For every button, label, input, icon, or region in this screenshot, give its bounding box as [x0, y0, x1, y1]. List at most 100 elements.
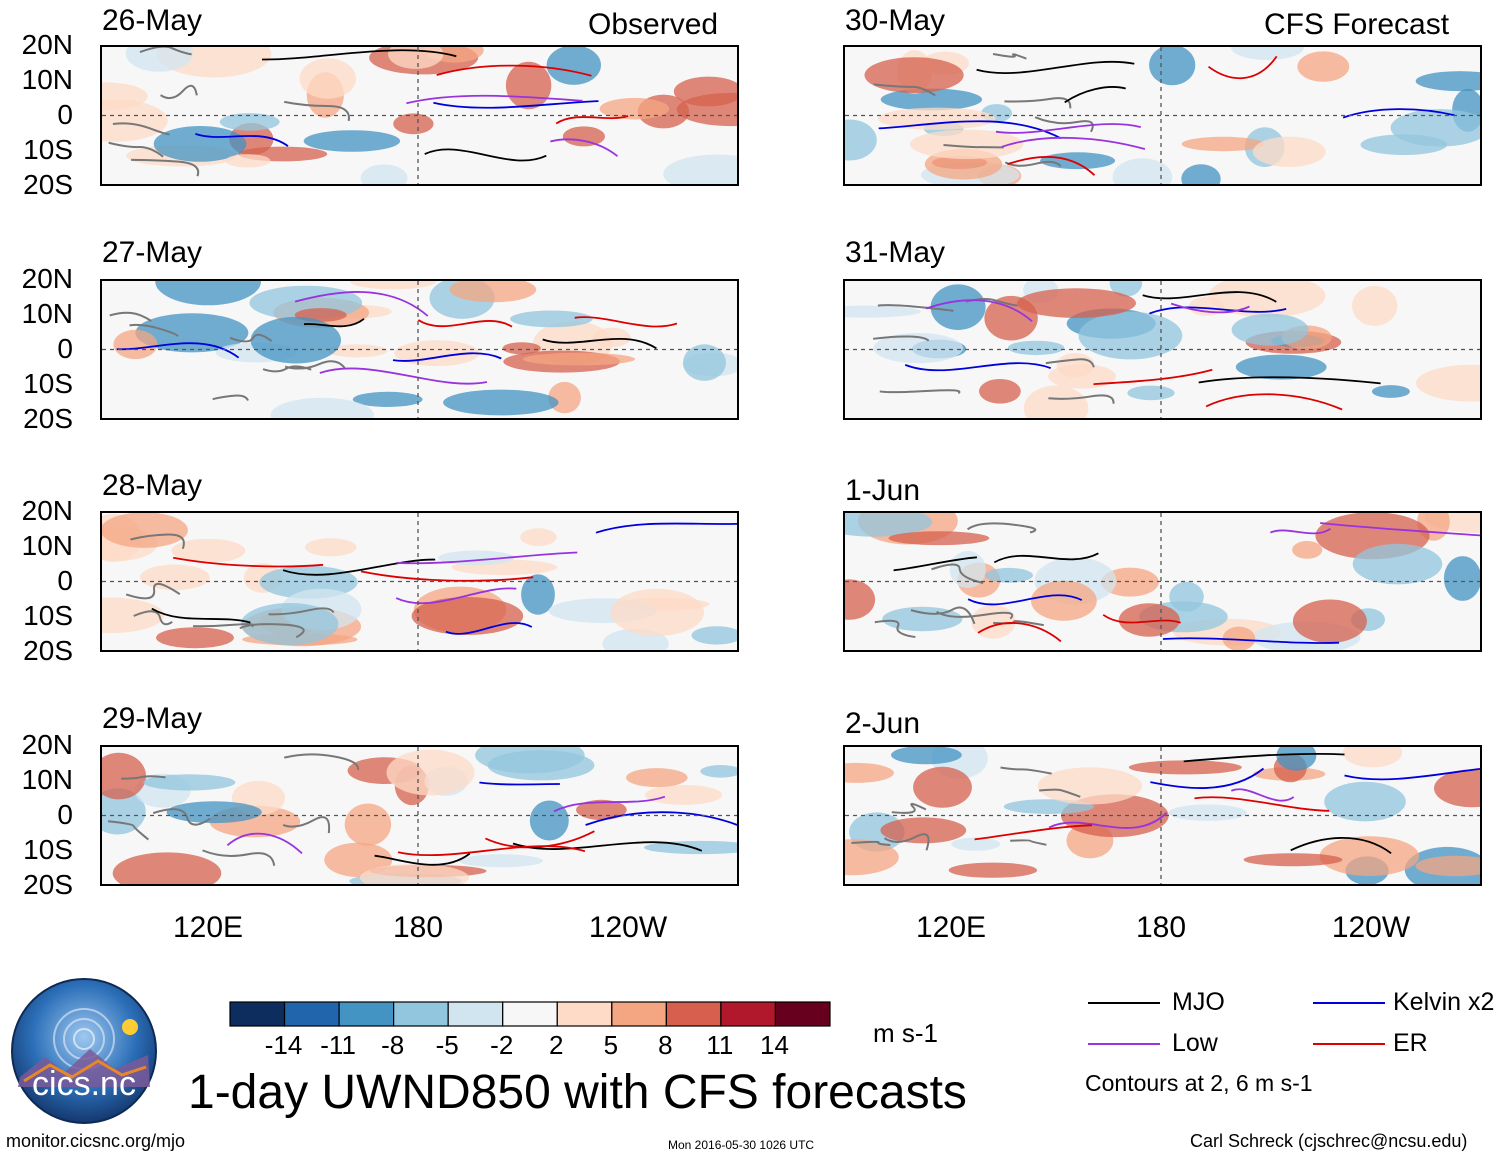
contour-line — [974, 824, 1093, 841]
contour-line — [374, 852, 471, 866]
contour-line — [479, 781, 560, 786]
colorbar-box — [283, 1001, 340, 1027]
coastline — [872, 335, 930, 342]
lat-label: 0 — [57, 565, 73, 596]
anomaly-shading — [700, 765, 737, 778]
contour-line — [397, 845, 586, 857]
lat-label: 0 — [57, 333, 73, 364]
contour-line — [574, 316, 678, 328]
contour-line — [226, 832, 303, 855]
forecast-header: CFS Forecast — [1264, 8, 1450, 41]
coastline — [160, 84, 198, 100]
anomaly-shading — [505, 61, 552, 110]
panel-date-2: 27-May — [102, 236, 203, 269]
contour-line — [1270, 527, 1331, 535]
contour-line — [1001, 136, 1146, 150]
colorbar-box — [229, 1001, 286, 1027]
contour-line — [1064, 86, 1126, 104]
anomaly-shading — [1127, 385, 1175, 401]
anomaly-shading — [1276, 747, 1317, 771]
contour-line — [1007, 156, 1096, 176]
panel-date-1: 26-May — [102, 4, 203, 37]
coastline — [239, 623, 305, 639]
anomaly-shading — [683, 344, 726, 381]
anomaly-shading — [891, 747, 962, 765]
coastline — [891, 802, 927, 814]
anomaly-shading — [102, 597, 165, 634]
anomaly-shading — [299, 58, 357, 99]
contour-line — [555, 115, 629, 125]
anomaly-shading — [1415, 71, 1480, 92]
lat-label: 20N — [21, 729, 73, 760]
anomaly-shading — [546, 47, 601, 85]
anomaly-shading — [1415, 855, 1480, 877]
anomaly-shading — [1222, 626, 1256, 650]
coastline — [268, 607, 335, 616]
coastline — [992, 52, 1027, 60]
contour-line — [1290, 837, 1392, 855]
panel-date-6: 31-May — [845, 236, 946, 269]
lat-label: 10N — [21, 298, 73, 329]
anomaly-shading — [592, 327, 631, 348]
contour-line — [424, 148, 547, 162]
contour-line — [406, 94, 583, 105]
lat-label: 20N — [21, 263, 73, 294]
cics-logo: cics.nc — [10, 977, 158, 1125]
contour-line — [1342, 108, 1455, 119]
contour-line — [1048, 812, 1168, 829]
anomaly-shading — [350, 281, 437, 290]
anomaly-shading — [1390, 109, 1480, 147]
anomaly-shading — [845, 119, 877, 161]
lon-label-180-right: 180 — [1135, 911, 1187, 944]
anomaly-shading — [1118, 603, 1180, 637]
anomaly-shading — [304, 538, 357, 557]
contour-line — [1170, 302, 1250, 314]
contour-line — [392, 352, 502, 362]
lat-label: 20S — [23, 869, 73, 900]
contour-line — [993, 552, 1099, 564]
chart-title: 1-day UWND850 with CFS forecasts — [188, 1066, 967, 1119]
map-panel-27-may — [100, 279, 739, 420]
map-panel-1-jun — [843, 511, 1482, 652]
anomaly-shading — [327, 344, 388, 358]
contour-line — [417, 319, 513, 328]
legend-swatch-er — [1313, 1043, 1385, 1045]
anomaly-shading — [1371, 385, 1410, 398]
lon-label-120w-left: 120W — [588, 911, 668, 944]
anomaly-shading — [676, 92, 737, 127]
coastline — [108, 141, 164, 158]
colorbar-box — [556, 1001, 613, 1027]
anomaly-shading — [1023, 385, 1089, 418]
contour-line — [151, 607, 251, 624]
colorbar-box — [393, 1001, 449, 1027]
panel-date-7: 1-Jun — [845, 474, 921, 507]
lat-label: 10S — [23, 134, 73, 165]
coastline — [1004, 97, 1072, 109]
anomaly-shading — [1040, 152, 1116, 170]
map-panel-2-jun — [843, 745, 1482, 886]
coastline — [121, 775, 166, 780]
contour-line — [512, 841, 703, 852]
coastline — [229, 333, 273, 343]
contour-line — [967, 594, 1083, 606]
coastline — [851, 840, 891, 846]
anomaly-shading — [610, 588, 704, 636]
coastline — [112, 122, 170, 136]
lat-label: 0 — [57, 799, 73, 830]
lat-label: 10N — [21, 64, 73, 95]
coastline — [910, 606, 976, 625]
contour-line — [1183, 752, 1345, 763]
anomaly-shading — [1056, 353, 1095, 378]
anomaly-shading — [864, 57, 964, 93]
coastline — [193, 623, 255, 628]
coastline — [152, 808, 211, 826]
anomaly-shading — [140, 564, 210, 591]
coastline — [283, 100, 350, 122]
panel-date-5: 30-May — [845, 4, 946, 37]
coastline — [1039, 788, 1081, 798]
anomaly-shading — [1168, 804, 1247, 821]
legend-swatch-mjo — [1088, 1002, 1160, 1004]
legend-label-er: ER — [1393, 1029, 1428, 1057]
coastline — [202, 849, 276, 866]
anomaly-shading — [1231, 313, 1309, 346]
